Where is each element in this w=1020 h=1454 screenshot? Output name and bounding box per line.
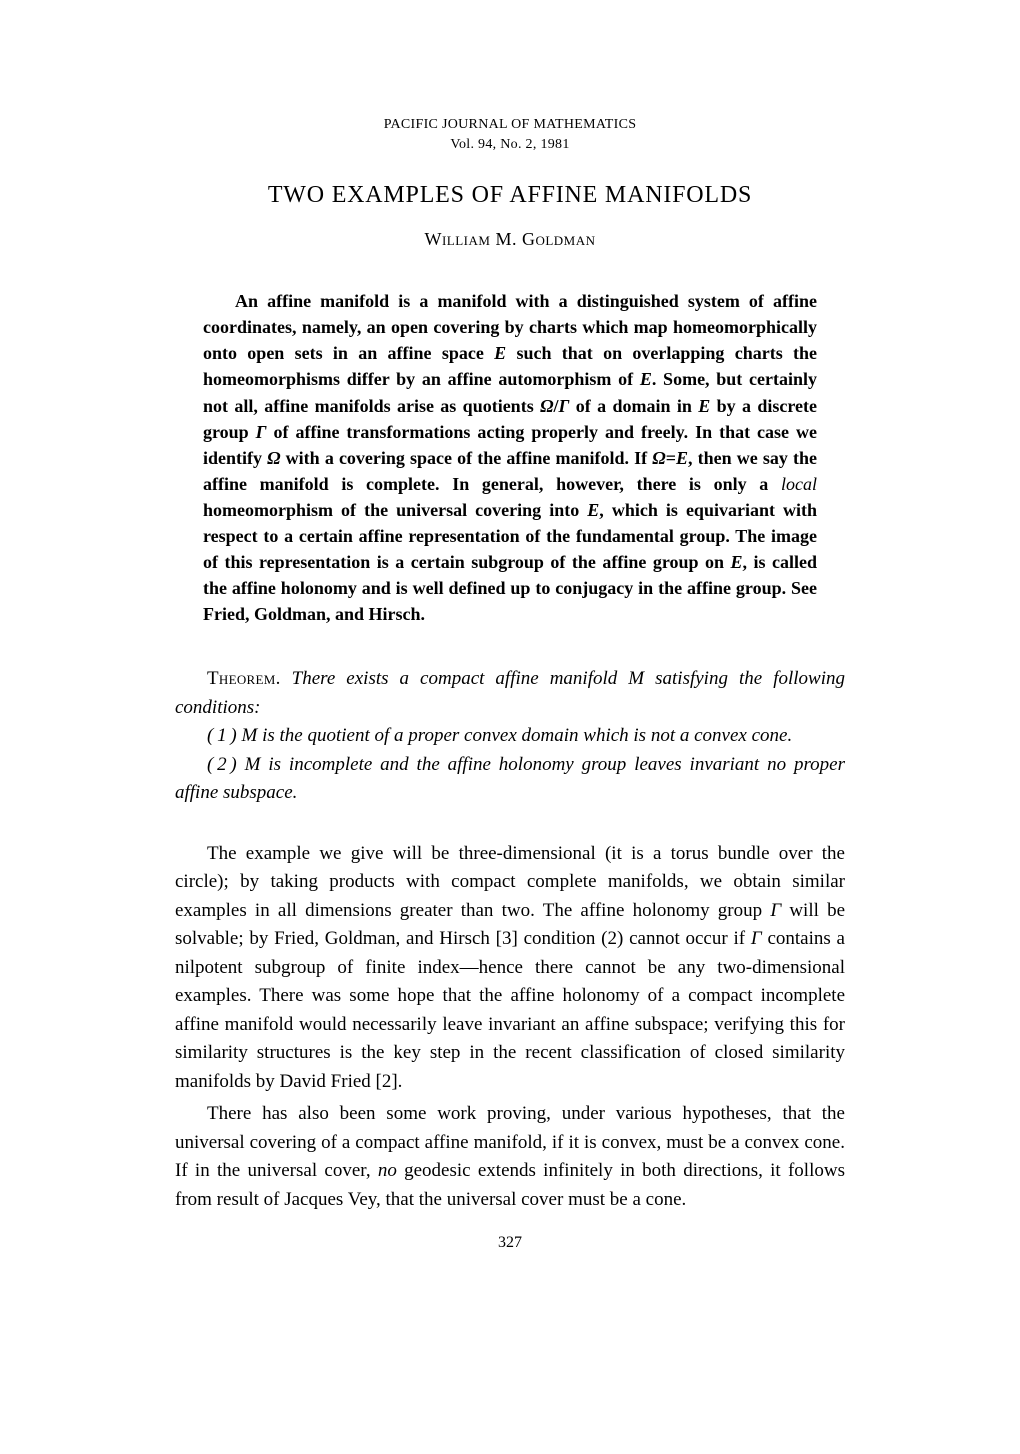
journal-header: PACIFIC JOURNAL OF MATHEMATICS Vol. 94, … — [175, 115, 845, 154]
body-paragraph-1: The example we give will be three-dimens… — [175, 840, 845, 1097]
theorem-statement: Theorem. There exists a compact affine m… — [175, 665, 845, 722]
paper-title: TWO EXAMPLES OF AFFINE MANIFOLDS — [175, 182, 845, 209]
page-container: PACIFIC JOURNAL OF MATHEMATICS Vol. 94, … — [0, 0, 1020, 1312]
page-number: 327 — [175, 1234, 845, 1252]
theorem-block: Theorem. There exists a compact affine m… — [175, 665, 845, 808]
body-paragraph-2: There has also been some work proving, u… — [175, 1100, 845, 1214]
abstract-text: An affine manifold is a manifold with a … — [203, 291, 817, 624]
journal-volume: Vol. 94, No. 2, 1981 — [175, 135, 845, 155]
journal-name: PACIFIC JOURNAL OF MATHEMATICS — [175, 115, 845, 135]
theorem-label: Theorem. — [207, 668, 281, 689]
theorem-condition-2: ( 2 ) M is incomplete and the affine hol… — [175, 751, 845, 808]
paper-author: William M. Goldman — [175, 229, 845, 250]
abstract-block: An affine manifold is a manifold with a … — [203, 288, 817, 627]
theorem-condition-1: ( 1 ) M is the quotient of a proper conv… — [175, 722, 845, 751]
